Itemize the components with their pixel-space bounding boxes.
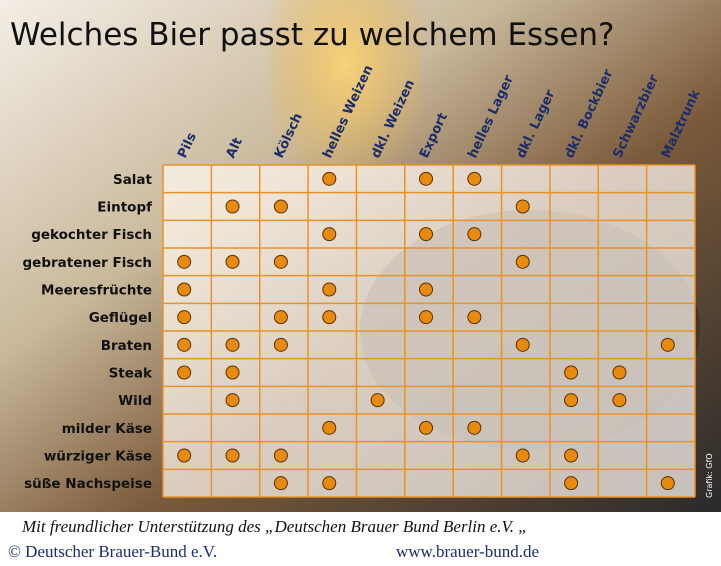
- pairing-dot: [273, 199, 288, 214]
- pairing-dot: [564, 365, 579, 380]
- pairing-dot: [370, 393, 385, 408]
- pairing-dot: [515, 337, 530, 352]
- pairing-dot: [419, 282, 433, 297]
- pairing-dot: [564, 476, 579, 491]
- pairing-dot: [419, 420, 433, 435]
- pairing-dot: [273, 310, 288, 325]
- row-label: gebratener Fisch: [23, 255, 152, 271]
- pairing-dot: [322, 171, 337, 186]
- support-note: Mit freundlicher Unterstützung des „Deut…: [21, 517, 528, 536]
- pairing-dot: [467, 171, 482, 186]
- row-label: Steak: [109, 366, 153, 382]
- pairing-dot: [225, 365, 240, 380]
- row-label: würziger Käse: [44, 449, 152, 465]
- row-label: Meeresfrüchte: [41, 283, 152, 299]
- pairing-dot: [177, 282, 192, 297]
- pairing-dot: [660, 337, 675, 352]
- pairing-dot: [225, 448, 240, 463]
- pairing-dot: [225, 254, 240, 269]
- pairing-dot: [273, 337, 288, 352]
- row-label: Salat: [113, 172, 153, 188]
- row-label: Geflügel: [89, 310, 152, 326]
- pairing-dot: [273, 254, 288, 269]
- row-label: gekochter Fisch: [31, 227, 152, 243]
- pairing-dot: [177, 448, 192, 463]
- pairing-dot: [322, 476, 337, 491]
- title: Welches Bier passt zu welchem Essen?: [10, 17, 615, 53]
- row-label: milder Käse: [62, 421, 152, 437]
- copyright: © Deutscher Brauer-Bund e.V.: [8, 542, 217, 561]
- pairing-dot: [273, 476, 288, 491]
- pairing-dot: [273, 448, 288, 463]
- row-label: Braten: [101, 338, 152, 354]
- pairing-dot: [322, 420, 337, 435]
- pairing-dot: [419, 310, 433, 325]
- pairing-dot: [467, 420, 482, 435]
- pairing-dot: [467, 310, 482, 325]
- pairing-dot: [515, 199, 530, 214]
- pairing-dot: [515, 254, 530, 269]
- pairing-dot: [322, 310, 337, 325]
- pairing-dot: [564, 448, 579, 463]
- graphic-credit: Grafik: GfO: [705, 453, 714, 498]
- row-label: süße Nachspeise: [24, 476, 152, 492]
- row-label: Eintopf: [97, 200, 152, 216]
- pairing-dot: [419, 171, 433, 186]
- row-label: Wild: [118, 393, 152, 409]
- pairing-dot: [322, 227, 337, 242]
- pairing-dot: [225, 199, 240, 214]
- pairing-dot: [177, 254, 192, 269]
- pairing-dot: [564, 393, 579, 408]
- pairing-dot: [177, 337, 192, 352]
- pairing-dot: [177, 365, 192, 380]
- pairing-dot: [177, 310, 192, 325]
- footer-band: [0, 512, 721, 566]
- pairing-dot: [515, 448, 530, 463]
- pairing-dot: [225, 393, 240, 408]
- pairing-dot: [419, 227, 433, 242]
- pairing-dot: [467, 227, 482, 242]
- pairing-dot: [612, 393, 627, 408]
- website: www.brauer-bund.de: [396, 542, 539, 561]
- pairing-dot: [612, 365, 627, 380]
- pairing-dot: [660, 476, 675, 491]
- pairing-dot: [322, 282, 337, 297]
- pairing-dot: [225, 337, 240, 352]
